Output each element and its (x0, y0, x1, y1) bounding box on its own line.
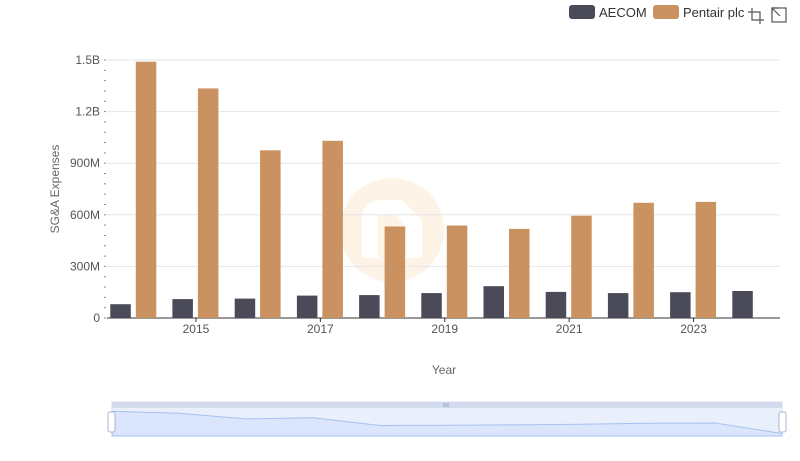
legend: AECOM Pentair plc (569, 5, 745, 20)
bar-aecom-2018[interactable] (359, 295, 380, 318)
bar-pentair-plc-2014[interactable] (135, 61, 157, 318)
bar-aecom-2023[interactable] (670, 292, 691, 318)
gridlines (107, 59, 780, 267)
legend-label-aecom: AECOM (599, 5, 647, 20)
reset-zoom-icon[interactable] (771, 7, 787, 23)
y-tick-label: 900M (70, 156, 100, 170)
y-tick-label: 0 (93, 311, 100, 325)
y-tick-label: 1.2B (75, 105, 100, 119)
bar-pentair-plc-2020[interactable] (509, 228, 530, 318)
bars (110, 61, 753, 319)
data-zoom-left-handle[interactable] (107, 411, 116, 433)
data-zoom-right-handle[interactable] (778, 411, 787, 433)
x-tick-labels: 2015 2017 2019 2021 2023 (183, 318, 707, 336)
bar-aecom-2015[interactable] (172, 299, 193, 318)
bar-aecom-2022[interactable] (607, 293, 629, 318)
crop-icon[interactable] (748, 8, 764, 24)
bar-pentair-plc-2018[interactable] (384, 226, 406, 319)
y-tick-label: 300M (70, 259, 100, 273)
x-tick-label: 2015 (183, 322, 210, 336)
data-zoom-grip-icon (443, 403, 449, 407)
x-tick-label: 2019 (431, 322, 458, 336)
legend-swatch-pentair (653, 5, 679, 19)
bar-pentair-plc-2017[interactable] (322, 140, 343, 318)
y-tick-labels: 0 300M 600M 900M 1.2B 1.5B (70, 53, 100, 325)
y-minor-ticks (104, 59, 106, 319)
legend-item-pentair[interactable]: Pentair plc (653, 5, 745, 20)
legend-label-pentair: Pentair plc (683, 5, 745, 20)
bar-aecom-2016[interactable] (234, 298, 256, 318)
bar-pentair-plc-2016[interactable] (260, 150, 281, 318)
bar-aecom-2021[interactable] (545, 291, 567, 318)
legend-item-aecom[interactable]: AECOM (569, 5, 647, 20)
legend-swatch-aecom (569, 5, 595, 19)
bar-aecom-2017[interactable] (296, 295, 318, 318)
bar-aecom-2020[interactable] (483, 286, 505, 318)
x-tick-label: 2021 (556, 322, 583, 336)
x-tick-label: 2023 (680, 322, 707, 336)
y-tick-label: 1.5B (75, 53, 100, 67)
x-tick-label: 2017 (307, 322, 334, 336)
y-tick-label: 600M (70, 208, 100, 222)
bar-pentair-plc-2015[interactable] (197, 88, 219, 319)
bar-pentair-plc-2023[interactable] (695, 201, 717, 318)
bar-aecom-2014[interactable] (110, 304, 131, 318)
bar-pentair-plc-2022[interactable] (633, 202, 654, 318)
data-zoom-slider[interactable] (107, 401, 787, 437)
bar-pentair-plc-2019[interactable] (446, 225, 468, 319)
bar-pentair-plc-2021[interactable] (571, 215, 592, 318)
bar-aecom-2024[interactable] (732, 291, 753, 318)
bar-aecom-2019[interactable] (421, 293, 442, 318)
data-zoom-top-bar[interactable] (112, 402, 782, 408)
overview-series-area (111, 410, 783, 437)
x-axis-title: Year (432, 363, 456, 377)
y-axis-title: SG&A Expenses (48, 145, 62, 234)
